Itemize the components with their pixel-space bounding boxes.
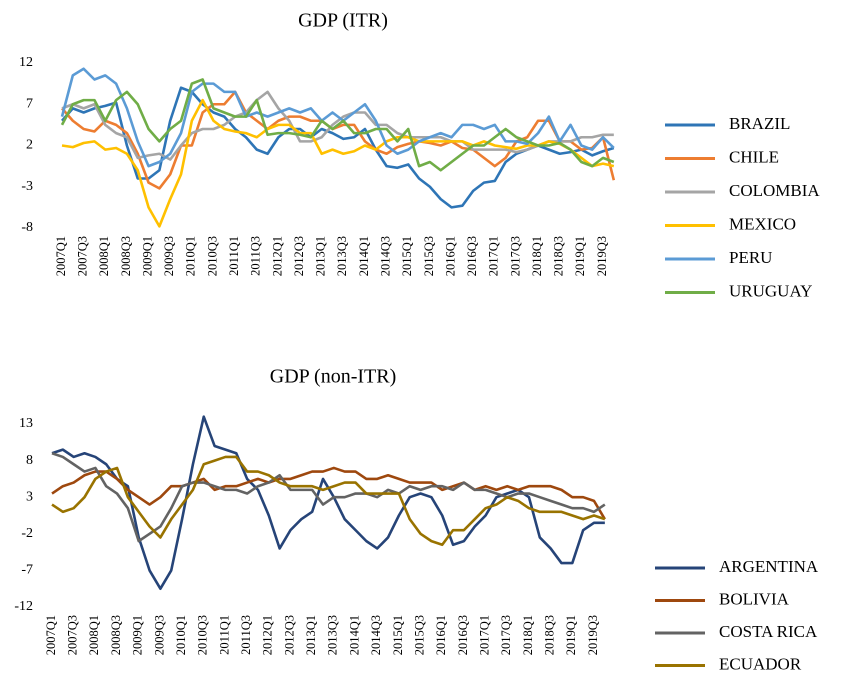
- x-tick-label: 2010Q3: [205, 236, 219, 276]
- x-tick-label: 2008Q1: [87, 615, 101, 655]
- legend-label: PERU: [729, 248, 772, 267]
- chart-title: GDP (ITR): [298, 10, 388, 32]
- x-tick-label: 2009Q1: [140, 236, 154, 276]
- x-tick-label: 2019Q1: [573, 236, 587, 276]
- y-tick-label: -3: [21, 179, 33, 194]
- x-tick-label: 2018Q3: [552, 236, 566, 276]
- x-tick-label: 2017Q1: [487, 236, 501, 276]
- x-tick-label: 2013Q1: [314, 236, 328, 276]
- x-tick-label: 2016Q1: [434, 615, 448, 655]
- y-tick-label: 3: [26, 489, 33, 504]
- x-tick-label: 2008Q3: [119, 236, 133, 276]
- series-line: [51, 455, 606, 547]
- series-line: [51, 452, 606, 543]
- x-tick-label: 2018Q1: [521, 615, 535, 655]
- x-tick-label: 2015Q1: [391, 615, 405, 655]
- x-tick-label: 2007Q1: [54, 236, 68, 276]
- x-tick-label: 2009Q3: [162, 236, 176, 276]
- x-tick-label: 2017Q1: [477, 615, 491, 655]
- x-tick-label: 2008Q3: [109, 615, 123, 655]
- x-tick-label: 2010Q1: [184, 236, 198, 276]
- x-tick-label: 2016Q3: [456, 615, 470, 655]
- x-tick-label: 2018Q1: [530, 236, 544, 276]
- x-tick-label: 2013Q3: [326, 615, 340, 655]
- x-tick-label: 2012Q3: [282, 615, 296, 655]
- legend-label: BRAZIL: [729, 114, 790, 133]
- x-tick-label: 2009Q1: [131, 615, 145, 655]
- x-tick-label: 2015Q1: [400, 236, 414, 276]
- legend-label: COLOMBIA: [729, 181, 820, 200]
- legend-label: URUGUAY: [729, 281, 812, 300]
- y-tick-label: 13: [19, 416, 33, 431]
- legend-label: ECUADOR: [719, 654, 802, 673]
- x-tick-label: 2018Q3: [543, 615, 557, 655]
- x-tick-label: 2019Q1: [564, 615, 578, 655]
- y-tick-label: 2: [26, 138, 33, 153]
- x-tick-label: 2013Q1: [304, 615, 318, 655]
- legend-label: CHILE: [729, 147, 779, 166]
- x-tick-label: 2015Q3: [422, 236, 436, 276]
- series-line: [60, 78, 615, 172]
- x-tick-label: 2017Q3: [508, 236, 522, 276]
- x-tick-label: 2012Q3: [292, 236, 306, 276]
- legend-label: ARGENTINA: [719, 557, 819, 576]
- x-tick-label: 2014Q3: [369, 615, 383, 655]
- y-tick-label: -7: [21, 563, 33, 578]
- x-tick-label: 2019Q3: [586, 615, 600, 655]
- x-tick-label: 2016Q1: [443, 236, 457, 276]
- y-tick-label: 7: [26, 96, 33, 111]
- y-tick-label: -2: [21, 526, 33, 541]
- x-tick-label: 2017Q3: [499, 615, 513, 655]
- x-tick-label: 2014Q3: [378, 236, 392, 276]
- y-tick-label: -8: [21, 220, 33, 235]
- x-tick-label: 2007Q1: [44, 615, 58, 655]
- x-tick-label: 2013Q3: [335, 236, 349, 276]
- x-tick-label: 2012Q1: [261, 615, 275, 655]
- x-tick-label: 2019Q3: [595, 236, 609, 276]
- series-line: [61, 90, 614, 161]
- x-tick-label: 2007Q3: [66, 615, 80, 655]
- legend-label: COSTA RICA: [719, 622, 818, 641]
- x-tick-label: 2015Q3: [412, 615, 426, 655]
- series-line: [60, 67, 615, 168]
- x-tick-label: 2011Q3: [239, 615, 253, 655]
- legend-label: BOLIVIA: [719, 589, 790, 608]
- x-tick-label: 2014Q1: [347, 615, 361, 655]
- x-tick-label: 2009Q3: [152, 615, 166, 655]
- y-tick-label: 8: [26, 453, 33, 468]
- legend-label: MEXICO: [729, 214, 796, 233]
- x-tick-label: 2012Q1: [270, 236, 284, 276]
- x-tick-label: 2011Q1: [227, 236, 241, 276]
- y-tick-label: -12: [14, 599, 33, 614]
- x-tick-label: 2011Q1: [217, 615, 231, 655]
- series-line: [61, 98, 615, 228]
- y-tick-label: 12: [19, 55, 33, 70]
- x-tick-label: 2011Q3: [249, 236, 263, 276]
- x-tick-label: 2014Q1: [357, 236, 371, 276]
- x-tick-label: 2008Q1: [97, 236, 111, 276]
- series-line: [51, 466, 606, 520]
- chart-title: GDP (non-ITR): [270, 366, 396, 388]
- x-tick-label: 2016Q3: [465, 236, 479, 276]
- x-tick-label: 2010Q1: [174, 615, 188, 655]
- x-tick-label: 2010Q3: [196, 615, 210, 655]
- x-tick-label: 2007Q3: [76, 236, 90, 276]
